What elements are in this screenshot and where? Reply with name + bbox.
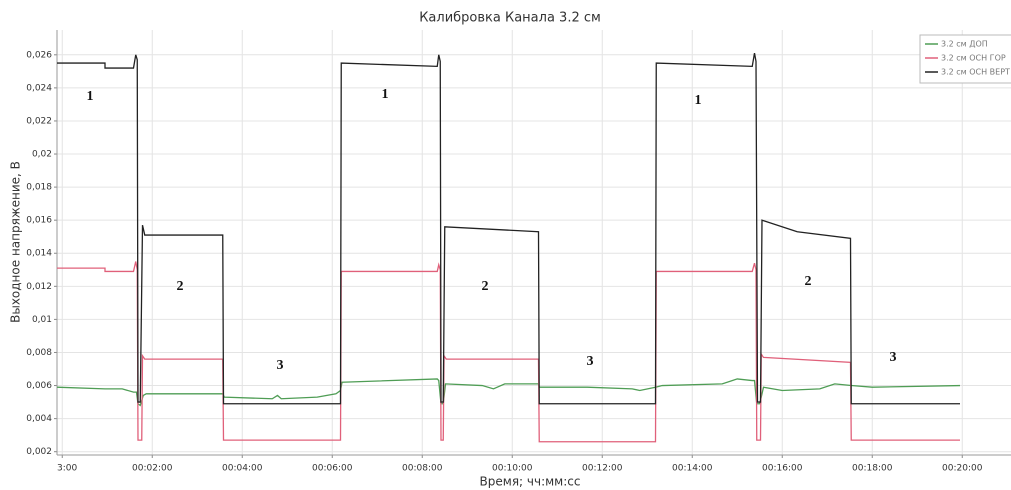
x-tick-label: 00:18:00	[852, 464, 893, 474]
plot-area	[57, 53, 961, 443]
y-tick-label: 0,008	[26, 348, 52, 358]
y-tick-label: 0,016	[26, 216, 52, 226]
series-line	[57, 53, 960, 405]
y-tick-label: 0,014	[26, 249, 52, 259]
annotation: 2	[805, 274, 812, 289]
series-line	[57, 261, 960, 443]
x-axis-label: Время; чч:мм:сс	[480, 475, 581, 489]
x-tick-label: 00:16:00	[762, 464, 803, 474]
annotation: 3	[890, 350, 897, 365]
y-tick-label: 0,006	[26, 381, 52, 391]
annotation: 1	[87, 89, 94, 104]
x-tick-label: 00:12:00	[582, 464, 623, 474]
y-tick-label: 0,012	[26, 282, 52, 292]
annotation: 3	[277, 358, 284, 373]
annotation: 1	[695, 93, 702, 108]
annotation: 1	[382, 87, 389, 102]
annotation: 3	[587, 354, 594, 369]
y-axis-label: Выходное напряжение, В	[9, 161, 23, 323]
x-tick-label: 3:00	[57, 464, 77, 474]
legend-label: 3.2 см ОСН ГОР	[941, 54, 1006, 63]
y-tick-label: 0,004	[26, 414, 52, 424]
y-tick-label: 0,026	[26, 50, 52, 60]
y-tick-label: 0,002	[26, 447, 52, 457]
y-tick-label: 0,022	[26, 116, 52, 126]
series-line	[57, 378, 961, 407]
annotation: 2	[482, 279, 489, 294]
y-tick-label: 0,01	[32, 315, 52, 325]
x-tick-label: 00:10:00	[492, 464, 533, 474]
legend-box	[919, 34, 1011, 84]
x-tick-label: 00:14:00	[672, 464, 713, 474]
x-tick-label: 00:04:00	[222, 464, 263, 474]
x-tick-label: 00:02:00	[132, 464, 173, 474]
grid	[54, 30, 1011, 458]
x-tick-label: 00:06:00	[312, 464, 353, 474]
legend-label: 3.2 см ДОП	[941, 40, 988, 49]
y-tick-label: 0,024	[26, 83, 52, 93]
legend: 3.2 см ДОП 3.2 см ОСН ГОР 3.2 см ОСН ВЕРТ	[919, 34, 1011, 84]
y-tick-label: 0,018	[26, 183, 52, 193]
x-tick-label: 00:20:00	[942, 464, 983, 474]
annotation: 2	[177, 279, 184, 294]
chart-title: Калибровка Канала 3.2 см	[419, 11, 601, 26]
y-tick-label: 0,02	[32, 150, 52, 160]
x-tick-label: 00:08:00	[402, 464, 443, 474]
legend-label: 3.2 см ОСН ВЕРТ	[941, 68, 1010, 77]
annotations: 1 1 1 2 2 2 3 3 3	[87, 87, 897, 373]
